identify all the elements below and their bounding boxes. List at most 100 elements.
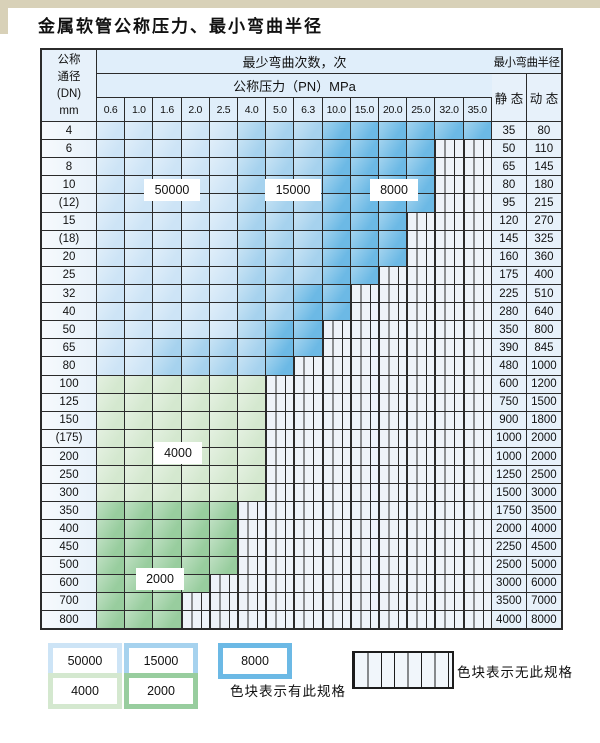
static-value-cell: 225 (491, 284, 527, 303)
legend-swatch-label: 4000 (53, 678, 117, 704)
dynamic-value-cell: 6000 (526, 574, 561, 592)
spec-cell-50000 (209, 176, 239, 194)
spec-cell-4000 (153, 375, 182, 393)
spec-cell-50000 (209, 122, 239, 140)
dn-cell: 800 (42, 610, 97, 629)
no-spec-cell (322, 556, 351, 574)
spec-cell-50000 (97, 248, 126, 266)
dynamic-value-cell: 845 (526, 339, 561, 357)
spec-cell-50000 (209, 212, 239, 230)
no-spec-cell (407, 574, 436, 592)
static-value-cell: 35 (491, 122, 527, 140)
spec-cell-2000 (181, 574, 210, 592)
no-spec-cell (379, 447, 408, 466)
legend-swatch-4000: 4000 (48, 673, 122, 709)
dn-cell: 15 (42, 212, 97, 230)
no-spec-cell (435, 230, 464, 248)
static-value-cell: 145 (491, 230, 527, 248)
dn-cell: (175) (42, 429, 97, 447)
no-spec-cell (463, 357, 492, 375)
no-spec-cell (463, 592, 492, 610)
dn-cell: 80 (42, 357, 97, 375)
no-spec-cell (435, 212, 464, 230)
no-spec-cell (379, 321, 408, 339)
legend-swatch-label: 2000 (129, 678, 193, 704)
no-spec-cell (350, 393, 380, 411)
dn-cell: 300 (42, 484, 97, 502)
no-spec-cell (294, 610, 323, 629)
dynamic-value-cell: 4500 (526, 538, 561, 556)
spec-cell-8000 (463, 122, 492, 140)
spec-cell-4000 (97, 466, 126, 484)
dn-cell: 32 (42, 284, 97, 303)
spec-cell-8000 (266, 339, 295, 357)
spec-cell-50000 (153, 284, 182, 303)
table-row: 250 1250 2500 (42, 466, 561, 485)
table-row: 6 50 110 (42, 140, 561, 159)
no-spec-cell (238, 502, 267, 520)
no-spec-cell (350, 375, 380, 393)
dn-cell: 50 (42, 321, 97, 339)
legend-swatch-8000: 8000 (218, 643, 292, 679)
no-spec-cell (322, 447, 351, 466)
spec-cell-50000 (181, 140, 210, 158)
spec-cell-15000 (266, 140, 295, 158)
spec-cell-4000 (125, 411, 154, 429)
dynamic-header: 动 态 (529, 92, 559, 106)
spec-cell-4000 (97, 447, 126, 466)
no-spec-cell (407, 538, 436, 556)
dn-cell: 600 (42, 574, 97, 592)
static-value-cell: 175 (491, 266, 527, 284)
no-spec-cell (463, 176, 492, 194)
spec-cell-15000 (181, 339, 210, 357)
static-header: 静 态 (492, 74, 527, 121)
spec-cell-50000 (97, 158, 126, 176)
spec-cell-15000 (209, 339, 239, 357)
no-spec-cell (435, 194, 464, 212)
no-spec-cell (435, 303, 464, 321)
spec-cell-8000 (407, 158, 436, 176)
spec-cell-4000 (238, 393, 267, 411)
static-dynamic-header: 静 态 动 态 (492, 74, 561, 121)
no-spec-cell (379, 502, 408, 520)
no-spec-cell (435, 140, 464, 158)
table-row: (12) 95 215 (42, 194, 561, 213)
spec-cell-8000 (435, 122, 464, 140)
static-value-cell: 600 (491, 375, 527, 393)
no-spec-cell (266, 411, 295, 429)
pressure-tick: 6.3 (294, 98, 323, 121)
spec-cell-4000 (125, 466, 154, 484)
static-value-cell: 350 (491, 321, 527, 339)
table-row: 600 3000 6000 (42, 574, 561, 593)
spec-cell-50000 (153, 321, 182, 339)
dynamic-value-cell: 2500 (526, 466, 561, 484)
no-spec-cell (294, 520, 323, 538)
pressure-tick-row: 0.6 1.0 1.6 2.0 2.5 4.0 5.0 6.3 10.0 15.0 20.0 25.0… (97, 98, 492, 121)
spec-cell-4000 (238, 484, 267, 502)
spec-cell-50000 (153, 230, 182, 248)
no-spec-cell (379, 411, 408, 429)
spec-cell-8000 (350, 158, 380, 176)
no-spec-cell (294, 574, 323, 592)
spec-cell-15000 (266, 122, 295, 140)
legend-swatch-label: 8000 (223, 648, 287, 674)
no-spec-cell (435, 411, 464, 429)
table-row: 4 35 80 (42, 122, 561, 141)
no-spec-cell (322, 339, 351, 357)
spec-cell-50000 (125, 303, 154, 321)
spec-cell-2000 (181, 538, 210, 556)
no-spec-cell (463, 339, 492, 357)
spec-cell-50000 (97, 321, 126, 339)
spec-cell-4000 (238, 466, 267, 484)
pressure-tick: 2.0 (182, 98, 210, 121)
table-row: 32 225 510 (42, 284, 561, 304)
no-spec-cell (407, 321, 436, 339)
dynamic-value-cell: 215 (526, 194, 561, 212)
no-spec-cell (322, 592, 351, 610)
no-spec-cell (463, 502, 492, 520)
table-row: 25 175 400 (42, 266, 561, 285)
static-value-cell: 65 (491, 158, 527, 176)
no-spec-cell (379, 357, 408, 375)
spec-cell-2000 (153, 610, 182, 629)
